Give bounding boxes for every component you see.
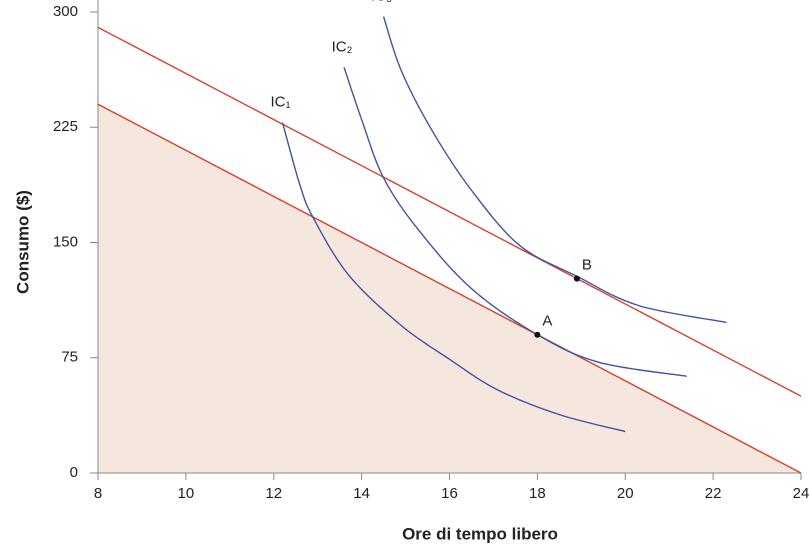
x-tick-label: 22 <box>705 485 722 502</box>
point <box>573 275 580 282</box>
x-tick-label: 8 <box>94 485 102 502</box>
budget-line <box>97 26 802 397</box>
point <box>534 331 541 338</box>
x-tick-label: 14 <box>353 485 370 502</box>
curve-label: IC₁ <box>271 94 291 111</box>
x-tick-label: 24 <box>793 485 810 502</box>
y-tick-label: 225 <box>53 118 78 135</box>
indifference-curve <box>382 16 727 324</box>
point-label: A <box>542 313 552 330</box>
y-tick-label: 150 <box>53 233 78 250</box>
indifference-curve <box>343 67 687 377</box>
x-tick-label: 18 <box>529 485 546 502</box>
y-axis-title: Consumo ($) <box>13 190 32 294</box>
indifference-curve <box>281 122 626 433</box>
budget-line <box>97 103 802 474</box>
x-tick-label: 12 <box>265 485 282 502</box>
curve-label: IC₂ <box>332 38 353 55</box>
y-tick-label: 300 <box>53 3 78 20</box>
point-label: B <box>582 257 592 274</box>
x-tick-label: 10 <box>178 485 195 502</box>
y-tick-label: 0 <box>70 464 78 481</box>
y-tick-label: 75 <box>61 349 78 366</box>
x-axis-title: Ore di tempo libero <box>402 524 558 543</box>
x-tick-label: 20 <box>617 485 634 502</box>
curve-label: IC₃ <box>371 0 392 5</box>
x-tick-label: 16 <box>441 485 458 502</box>
